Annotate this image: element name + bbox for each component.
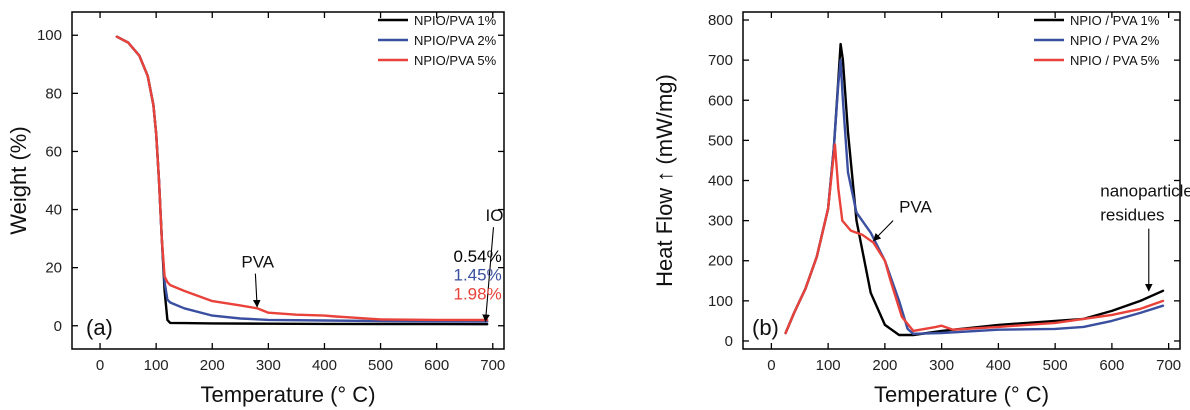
y-tick-label: 60: [45, 143, 62, 160]
y-tick-label: 600: [708, 92, 733, 109]
y-tick-label: 40: [45, 202, 62, 219]
y-tick-label: 500: [708, 132, 733, 149]
x-axis-label: Temperature (° C): [200, 382, 375, 407]
y-tick-label: 0: [54, 318, 62, 335]
annotation-text: PVA: [899, 198, 932, 217]
y-tick-label: 20: [45, 260, 62, 277]
x-tick-label: 500: [368, 357, 393, 374]
x-tick-label: 400: [312, 357, 337, 374]
panel-label: (b): [752, 315, 779, 340]
y-tick-label: 80: [45, 85, 62, 102]
annotation-text: IO: [485, 206, 503, 225]
x-tick-label: 500: [1043, 357, 1068, 374]
x-tick-label: 100: [816, 357, 841, 374]
y-tick-label: 800: [708, 12, 733, 29]
series-line-1: [115, 35, 489, 326]
x-tick-label: 700: [480, 357, 505, 374]
x-tick-label: 600: [1099, 357, 1124, 374]
series-group: [115, 35, 489, 326]
y-tick-label: 200: [708, 253, 733, 270]
plot-frame: [71, 11, 505, 350]
x-tick-label: 600: [424, 357, 449, 374]
legend-label: NPIO/PVA 2%: [414, 33, 497, 48]
annotation-arrow: [252, 273, 261, 308]
chart-panel-a: 0 100 200 300 400 500 600 700 0 20 40 60 80 100 Temper…: [6, 11, 505, 407]
x-tick-label: 300: [256, 357, 281, 374]
x-tick-label: 100: [144, 357, 169, 374]
annotation-text: 0.54%: [454, 247, 502, 266]
annotation-text: 1.45%: [454, 266, 502, 285]
annotation-text: nanoparticles: [1100, 182, 1190, 201]
legend-label: NPIO/PVA 1%: [414, 13, 497, 28]
chart-panel-b: 0 100 200 300 400 500 600 700 0 100 200 300 400 500 60…: [652, 11, 1190, 407]
series-line-3: [115, 35, 489, 322]
x-tick-label: 700: [1156, 357, 1181, 374]
y-tick-label: 100: [708, 293, 733, 310]
legend-label: NPIO / PVA 5%: [1070, 53, 1160, 68]
y-axis-label: Heat Flow ↑ (mW/mg): [652, 74, 677, 287]
series-line-2: [115, 35, 489, 323]
x-tick-label: 0: [96, 357, 104, 374]
annotation-arrow: [482, 227, 495, 323]
legend-label: NPIO / PVA 1%: [1070, 13, 1160, 28]
x-tick-label: 0: [767, 357, 775, 374]
y-tick-label: 700: [708, 52, 733, 69]
x-tick-label: 300: [929, 357, 954, 374]
legend-label: NPIO/PVA 5%: [414, 53, 497, 68]
annotation-text: 1.98%: [454, 285, 502, 304]
x-tick-label: 200: [872, 357, 897, 374]
x-tick-label: 400: [986, 357, 1011, 374]
x-tick-label: 200: [200, 357, 225, 374]
y-tick-label: 100: [37, 27, 62, 44]
y-tick-label: 300: [708, 213, 733, 230]
x-axis-label: Temperature (° C): [874, 382, 1049, 407]
annotation-arrow: [872, 220, 894, 242]
series-line-3: [784, 143, 1165, 335]
y-axis-label: Weight (%): [6, 126, 31, 234]
panel-label: (a): [86, 315, 113, 340]
annotation-text: PVA: [241, 253, 274, 272]
annotation-text: residues: [1100, 206, 1164, 225]
series-group: [784, 42, 1165, 337]
y-tick-label: 0: [725, 333, 733, 350]
y-tick-label: 400: [708, 173, 733, 190]
legend-label: NPIO / PVA 2%: [1070, 33, 1160, 48]
